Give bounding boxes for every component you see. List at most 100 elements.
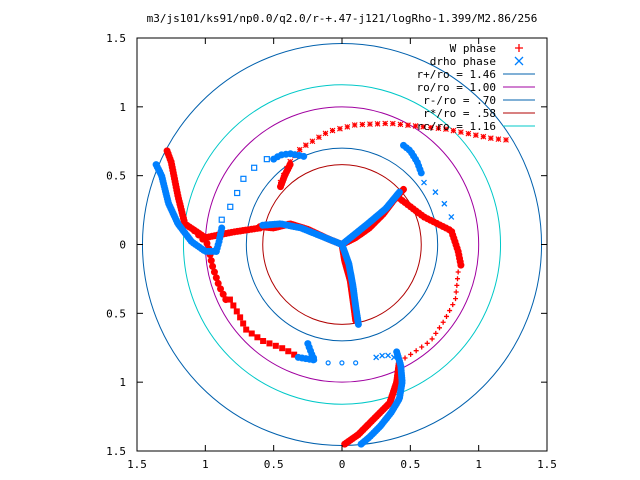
- data-point: [226, 296, 233, 303]
- data-point: [354, 320, 362, 328]
- circle-r-ro-58: [262, 164, 422, 325]
- data-point: [413, 348, 419, 354]
- data-point: [259, 221, 267, 229]
- legend-label: rc/ro = 1.16: [417, 120, 496, 133]
- data-point: [210, 268, 218, 276]
- data-point: [359, 121, 366, 128]
- data-point: [374, 120, 381, 127]
- data-point: [450, 302, 456, 308]
- data-point: [291, 351, 298, 358]
- data-point: [203, 239, 211, 247]
- y-tick-label: 0.5: [106, 307, 126, 320]
- data-point: [212, 247, 220, 255]
- y-tick-label: 1: [119, 376, 126, 389]
- data-point: [351, 122, 358, 128]
- data-point: [217, 285, 225, 293]
- data-point: [429, 336, 435, 342]
- data-point: [251, 164, 258, 171]
- data-point: [248, 330, 255, 337]
- data-point: [309, 138, 316, 145]
- data-point: [443, 313, 449, 319]
- data-point: [395, 188, 403, 196]
- data-point: [296, 146, 303, 153]
- circle-r-ro-70: [245, 147, 439, 342]
- x-tick-label: 1.5: [537, 458, 557, 471]
- data-point: [329, 127, 336, 134]
- data-point: [254, 334, 261, 341]
- data-point: [294, 353, 302, 361]
- x-tick-label: 1: [202, 458, 209, 471]
- x-tick-label: 0: [339, 458, 346, 471]
- data-point: [243, 326, 250, 333]
- x-tick-label: 1.5: [127, 458, 147, 471]
- data-point: [337, 125, 343, 132]
- data-point: [286, 161, 294, 169]
- data-point: [379, 352, 386, 359]
- y-tick-label: 1.5: [106, 445, 126, 458]
- legend-marker: [515, 44, 523, 52]
- data-point: [480, 133, 487, 140]
- data-point: [218, 216, 225, 223]
- y-tick-label: 0.5: [106, 170, 126, 183]
- data-point: [316, 134, 322, 141]
- data-point: [263, 156, 270, 163]
- data-point: [465, 130, 472, 137]
- data-point: [325, 360, 331, 366]
- data-point: [454, 282, 460, 288]
- legend-label: r+/ro = 1.46: [417, 68, 496, 81]
- data-point: [397, 121, 404, 128]
- data-point: [424, 340, 430, 346]
- data-point: [417, 169, 425, 177]
- data-point: [419, 344, 425, 350]
- x-tick-label: 1: [475, 458, 482, 471]
- series-drho-phase: [152, 141, 455, 448]
- data-point: [367, 121, 373, 128]
- data-point: [219, 290, 227, 298]
- data-point: [234, 189, 241, 197]
- data-point: [450, 127, 457, 134]
- data-point: [353, 360, 359, 366]
- data-point: [447, 308, 453, 314]
- data-point: [472, 132, 479, 139]
- data-point: [207, 257, 215, 265]
- circle-rc-ro-1-16: [182, 84, 502, 405]
- y-tick-label: 1: [119, 101, 126, 114]
- data-point: [503, 136, 509, 143]
- data-point: [402, 355, 408, 361]
- data-point: [240, 320, 247, 327]
- data-point: [420, 123, 427, 130]
- data-point: [432, 189, 439, 196]
- data-point: [408, 351, 414, 357]
- data-point: [433, 330, 439, 336]
- data-point: [421, 179, 427, 186]
- data-point: [495, 136, 502, 142]
- data-series: [152, 120, 509, 448]
- data-point: [373, 354, 380, 361]
- data-point: [300, 152, 308, 160]
- data-point: [344, 123, 351, 130]
- data-point: [357, 440, 365, 448]
- data-point: [230, 302, 237, 309]
- data-point: [272, 342, 279, 349]
- data-point: [152, 161, 160, 169]
- legend-label: W phase: [450, 42, 496, 55]
- data-point: [389, 120, 396, 127]
- data-point: [227, 203, 234, 210]
- x-tick-label: 0.5: [400, 458, 420, 471]
- data-point: [435, 125, 442, 132]
- data-point: [453, 289, 459, 295]
- legend-label: r-/ro = .70: [423, 94, 496, 107]
- chart-title: m3/js101/ks91/np0.0/q2.0/r-+.47-j121/log…: [147, 12, 538, 25]
- data-point: [233, 308, 240, 315]
- y-tick-label: 1.5: [106, 32, 126, 45]
- data-point: [458, 129, 464, 136]
- axis-ticks: 1.5 1 0.5 0 0.5 1 1.51.510.500.511.5: [106, 32, 557, 471]
- data-point: [448, 214, 455, 220]
- data-point: [440, 319, 446, 325]
- data-point: [163, 147, 171, 155]
- data-point: [214, 279, 222, 287]
- legend-label: drho phase: [430, 55, 496, 68]
- data-point: [443, 126, 449, 133]
- data-point: [453, 296, 459, 302]
